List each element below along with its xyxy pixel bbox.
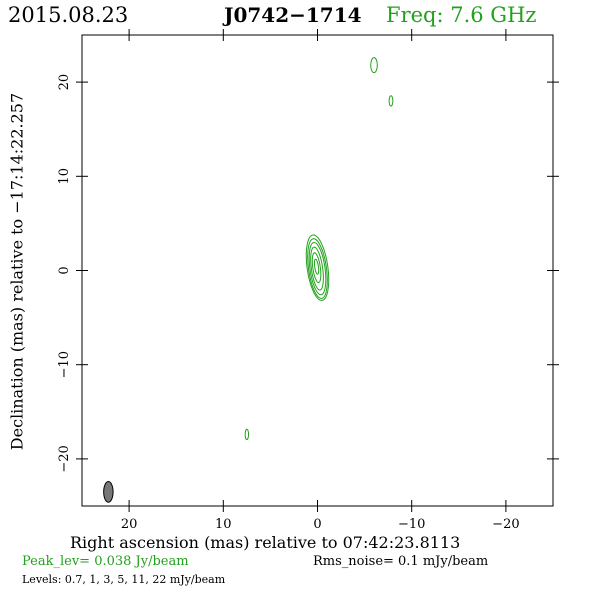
beam-ellipse-group [103,481,114,503]
x-tick-label: −20 [492,517,519,532]
contour-ellipse [305,234,330,301]
frequency-label: Freq: 7.6 GHz [386,3,537,27]
contour-lines [244,57,394,441]
y-tick-label: −20 [57,445,72,472]
peak-level: Peak_lev= 0.038 Jy/beam [22,554,189,569]
observation-date: 2015.08.23 [8,3,129,27]
contour-ellipse [310,246,324,291]
contour-ellipse [244,428,250,441]
x-axis-label: Right ascension (mas) relative to 07:42:… [70,533,461,552]
x-tick-label: 10 [215,517,232,532]
contour-ellipse [313,258,320,275]
contour-ellipse [311,252,322,284]
x-tick-label: 0 [313,517,321,532]
y-axis-label: Declination (mas) relative to −17:14:22.… [7,92,27,451]
contour-ellipse [388,95,394,107]
x-tick-label: −10 [398,517,425,532]
axis-tick-labels: 20 10 0 −10 −20 20 10 0 −10 −20 [57,74,520,532]
axis-ticks [76,29,559,512]
y-tick-label: −10 [57,351,72,378]
rms-noise: Rms_noise= 0.1 mJy/beam [313,554,489,569]
y-tick-label: 0 [57,266,72,274]
y-tick-label: 20 [57,74,72,91]
x-tick-label: 20 [121,517,138,532]
source-name: J0742−1714 [224,3,362,27]
contour-ellipse [308,241,327,296]
plot-frame [81,34,554,507]
beam-ellipse [103,481,114,503]
y-tick-label: 10 [57,168,72,185]
contour-ellipse [307,238,328,299]
contour-ellipse [370,57,378,74]
contour-levels: Levels: 0.7, 1, 3, 5, 11, 22 mJy/beam [22,573,226,586]
